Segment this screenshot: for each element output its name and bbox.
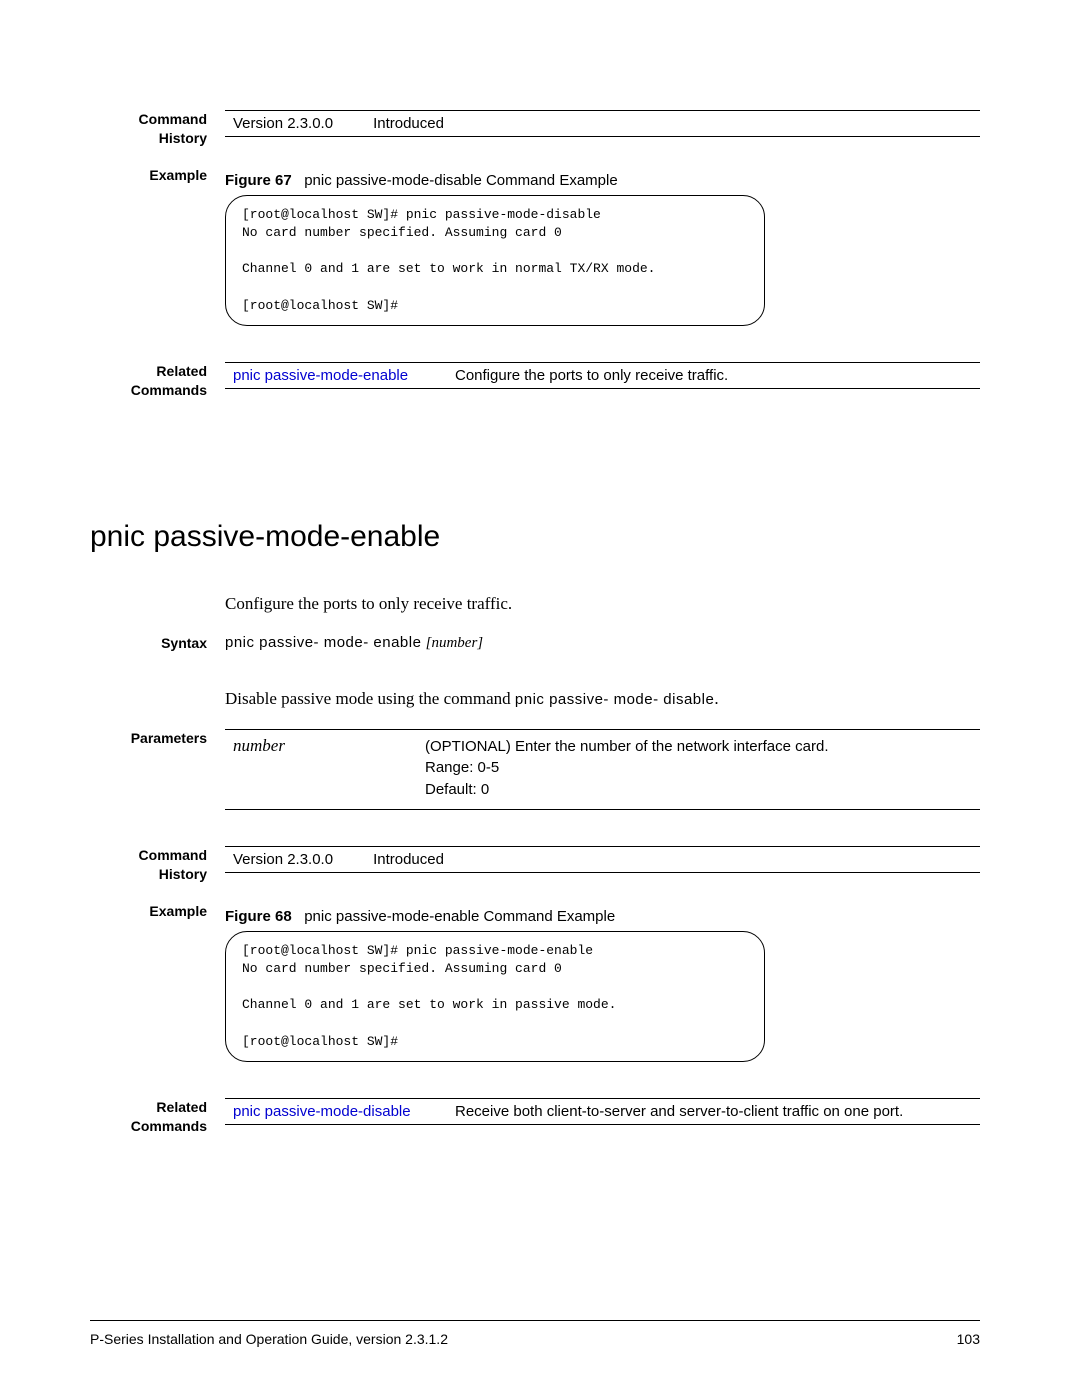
history-table: Version 2.3.0.0 Introduced bbox=[225, 110, 980, 137]
syntax-line: pnic passive- mode- enable [number] bbox=[225, 634, 980, 653]
history-version: Version 2.3.0.0 bbox=[225, 115, 333, 132]
command-history-label-2: Command History bbox=[90, 846, 225, 884]
figure-number: Figure 67 bbox=[225, 172, 292, 189]
intro-text: Configure the ports to only receive traf… bbox=[225, 594, 980, 614]
related-command-link-2[interactable]: pnic passive-mode-disable bbox=[225, 1103, 455, 1120]
code-example-box-2: [root@localhost SW]# pnic passive-mode-e… bbox=[225, 931, 765, 1062]
disable-note: Disable passive mode using the command p… bbox=[225, 689, 980, 709]
syntax-label: Syntax bbox=[90, 634, 225, 653]
related-commands-label: Related Commands bbox=[90, 362, 225, 400]
history-status-2: Introduced bbox=[373, 851, 444, 868]
related-command-link[interactable]: pnic passive-mode-enable bbox=[225, 367, 455, 384]
related-table: pnic passive-mode-enable Configure the p… bbox=[225, 362, 980, 389]
syntax-command: pnic passive- mode- enable bbox=[225, 634, 421, 651]
section-heading: pnic passive-mode-enable bbox=[90, 520, 980, 554]
history-status: Introduced bbox=[373, 115, 444, 132]
param-name: number bbox=[225, 736, 425, 801]
related-table-2: pnic passive-mode-disable Receive both c… bbox=[225, 1098, 980, 1125]
footer-title: P-Series Installation and Operation Guid… bbox=[90, 1331, 448, 1347]
parameters-label: Parameters bbox=[90, 729, 225, 810]
parameters-table: number (OPTIONAL) Enter the number of th… bbox=[225, 729, 980, 810]
related-command-desc: Configure the ports to only receive traf… bbox=[455, 367, 980, 384]
figure-number-2: Figure 68 bbox=[225, 908, 292, 925]
related-command-desc-2: Receive both client-to-server and server… bbox=[455, 1103, 980, 1120]
code-example-box: [root@localhost SW]# pnic passive-mode-d… bbox=[225, 195, 765, 326]
page-number: 103 bbox=[957, 1331, 980, 1347]
page-footer: P-Series Installation and Operation Guid… bbox=[90, 1320, 980, 1347]
figure-caption: Figure 67 pnic passive-mode-disable Comm… bbox=[225, 172, 980, 189]
figure-title: pnic passive-mode-disable Command Exampl… bbox=[304, 172, 617, 189]
example-label: Example bbox=[90, 166, 225, 326]
param-description: (OPTIONAL) Enter the number of the netwo… bbox=[425, 736, 980, 801]
example-label-2: Example bbox=[90, 902, 225, 1062]
figure-title-2: pnic passive-mode-enable Command Example bbox=[304, 908, 615, 925]
related-commands-label-2: Related Commands bbox=[90, 1098, 225, 1136]
command-history-label: Command History bbox=[90, 110, 225, 148]
history-version-2: Version 2.3.0.0 bbox=[225, 851, 333, 868]
inline-command: pnic passive- mode- disable bbox=[515, 691, 714, 708]
figure-caption-2: Figure 68 pnic passive-mode-enable Comma… bbox=[225, 908, 980, 925]
history-table-2: Version 2.3.0.0 Introduced bbox=[225, 846, 980, 873]
syntax-argument: [number] bbox=[426, 635, 484, 651]
